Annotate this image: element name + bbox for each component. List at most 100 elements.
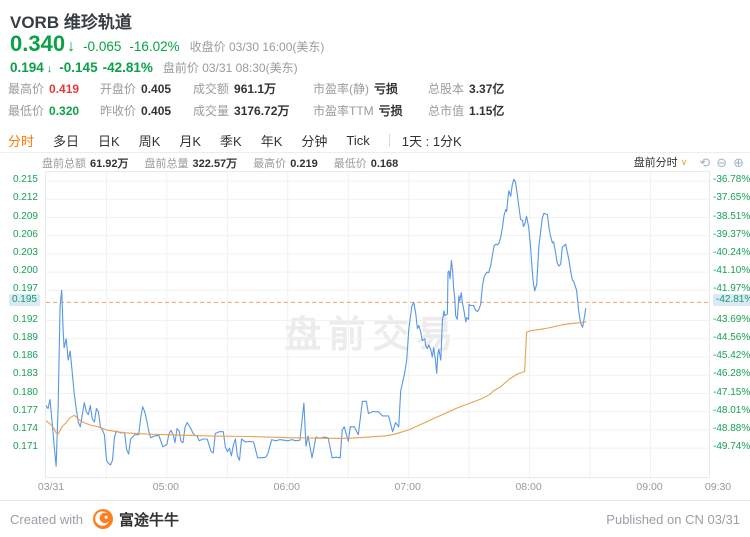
share-footer: Created with 富途牛牛 Published on CN 03/31 (0, 500, 750, 537)
current-percent-chip: -42.81% (713, 294, 750, 307)
premarket-volume: 盘前总量 322.57万 (144, 158, 238, 170)
created-with-text: Created with (10, 511, 83, 527)
published-text: Published on CN 03/31 (606, 511, 740, 527)
y-axis-percent-label: -36.78% (713, 174, 750, 186)
y-axis-percent-label: -41.10% (713, 265, 750, 277)
tabbar-divider (388, 133, 390, 147)
tab-intraday[interactable]: 分时 (8, 133, 35, 149)
y-axis-price-label: 0.174 (12, 422, 38, 434)
tab-yearly-k[interactable]: 年K (260, 133, 283, 149)
tab-monthly-k[interactable]: 月K (179, 133, 202, 149)
zoom-out-icon[interactable]: ⊖ (716, 154, 728, 170)
y-axis-price-label: 0.212 (12, 192, 38, 204)
time-axis: 03/31 05:00 06:00 07:00 08:00 09:00 09:30 (0, 481, 750, 495)
y-axis-price-label: 0.203 (12, 246, 38, 258)
chart-period-tabbar: 分时 多日 日K 周K 月K 季K 年K 分钟 Tick 1天 : 1分K (0, 128, 750, 153)
y-axis-percent-label: -39.37% (713, 228, 750, 240)
stat-total-shares: 总股本 3.37亿 (428, 82, 505, 96)
premarket-price-row: 0.194 ↓ -0.145 -42.81% 盘前价 03/31 08:30(美… (10, 59, 298, 76)
y-axis-percent-label: -49.74% (713, 441, 750, 453)
y-axis-price-label: 0.186 (12, 350, 38, 361)
x-axis-time-label: 07:00 (394, 481, 421, 493)
chart-tools: 盘前分时 ∨ ⟲ ⊖ ⊕ (634, 154, 744, 170)
close-change-pct: -16.02% (129, 39, 180, 54)
close-note: 收盘价 03/30 16:00(美东) (189, 40, 325, 54)
stat-pe-ttm: 市盈率TTM 亏损 (313, 104, 403, 118)
tab-multiday[interactable]: 多日 (53, 133, 80, 149)
y-axis-percent-label: -47.15% (713, 386, 750, 398)
close-change: -0.065 (83, 39, 122, 54)
reset-zoom-icon[interactable]: ⟲ (699, 154, 711, 170)
tab-quarterly-k[interactable]: 季K (220, 133, 242, 149)
stat-prev-close: 昨收价 0.405 (100, 104, 172, 118)
stat-turnover: 成交额 961.1万 (193, 82, 277, 96)
y-axis-percent-label: -44.56% (713, 331, 750, 343)
y-axis-price-label: 0.200 (12, 265, 38, 277)
premarket-high: 最高价 0.219 (253, 158, 318, 170)
y-axis-percent-label: -41.97% (713, 283, 750, 295)
premarket-change-pct: -42.81% (102, 60, 153, 75)
y-axis-price-label: 0.177 (12, 404, 38, 416)
footer-brand: Created with 富途牛牛 (10, 509, 179, 530)
x-axis-time-label: 09:00 (636, 481, 663, 493)
period-indicator: 1天 : 1分K (401, 133, 462, 149)
stat-volume: 成交量 3176.72万 (193, 104, 290, 118)
stats-grid: 最高价 0.419 开盘价 0.405 成交额 961.1万 市盈率(静) 亏损 总股本… (8, 80, 504, 124)
down-arrow-icon: ↓ (67, 38, 76, 55)
stat-pe-static: 市盈率(静) 亏损 (313, 82, 399, 96)
premarket-summary-row: 盘前总额 61.92万 盘前总量 322.57万 最高价 0.219 最低价 0.168 (42, 155, 398, 171)
premarket-price: 0.194 (10, 60, 44, 75)
x-axis-time-label: 05:00 (152, 481, 180, 493)
x-axis-time-label: 09:30 (704, 481, 732, 493)
current-price-chip: 0.195 (8, 294, 40, 307)
down-arrow-icon: ↓ (46, 63, 53, 75)
chart-plot[interactable]: 盘前交易 (45, 171, 711, 479)
y-axis-price-label: 0.206 (12, 228, 38, 240)
stock-title: VORB 维珍轨道 (10, 13, 132, 32)
y-axis-percent-label: -37.65% (713, 192, 750, 204)
y-axis-price-label: 0.183 (12, 368, 38, 380)
y-axis-percent-label: -46.28% (713, 368, 750, 380)
zoom-in-icon[interactable]: ⊕ (733, 154, 744, 170)
y-axis-percent-label: -40.24% (713, 246, 750, 258)
tab-daily-k[interactable]: 日K (98, 133, 120, 149)
stat-high: 最高价 0.419 (8, 82, 80, 96)
price-axis: 0.215 0.212 0.209 0.206 0.203 0.200 0.197 0.192… (0, 171, 41, 478)
y-axis-percent-label: -43.69% (713, 313, 750, 325)
premarket-low: 最低价 0.168 (333, 158, 399, 170)
y-axis-percent-label: -45.42% (713, 350, 750, 361)
stat-low: 最低价 0.320 (8, 104, 80, 118)
premarket-change: -0.145 (59, 60, 98, 75)
close-price-row: 0.340 ↓ -0.065 -16.02% 收盘价 03/30 16:00(美… (10, 31, 324, 57)
x-axis-time-label: 03/31 (37, 481, 65, 493)
y-axis-price-label: 0.209 (12, 210, 38, 222)
y-axis-price-label: 0.180 (12, 386, 38, 398)
tab-weekly-k[interactable]: 周K (138, 133, 161, 149)
y-axis-percent-label: -48.88% (713, 422, 750, 434)
y-axis-price-label: 0.192 (12, 313, 38, 325)
tab-minute[interactable]: 分钟 (301, 133, 328, 149)
percent-axis: -36.78% -37.65% -38.51% -39.37% -40.24% -41.1… (713, 171, 750, 478)
chart-section: 盘前总额 61.92万 盘前总量 322.57万 最高价 0.219 最低价 0.168… (0, 153, 750, 495)
stat-market-cap: 总市值 1.15亿 (428, 104, 505, 118)
y-axis-percent-label: -38.51% (713, 210, 750, 222)
futu-logo-icon (92, 509, 113, 529)
y-axis-percent-label: -48.01% (713, 404, 750, 416)
chart-canvas (46, 172, 711, 479)
y-axis-price-label: 0.189 (12, 331, 38, 343)
close-price: 0.340 (10, 31, 66, 56)
y-axis-price-label: 0.171 (12, 441, 38, 453)
x-axis-time-label: 06:00 (273, 481, 300, 493)
price-line (46, 178, 587, 467)
premarket-turnover: 盘前总额 61.92万 (42, 158, 129, 170)
stat-open: 开盘价 0.405 (100, 82, 172, 96)
premarket-note: 盘前价 03/31 08:30(美东) (162, 61, 298, 75)
avg_price-line (46, 321, 587, 439)
chart-mode-dropdown[interactable]: 盘前分时 (633, 157, 678, 169)
brand-name: 富途牛牛 (118, 511, 179, 529)
x-axis-time-label: 08:00 (515, 481, 542, 493)
y-axis-price-label: 0.215 (12, 174, 38, 186)
chevron-down-icon[interactable]: ∨ (680, 156, 688, 167)
tab-tick[interactable]: Tick (346, 132, 370, 148)
